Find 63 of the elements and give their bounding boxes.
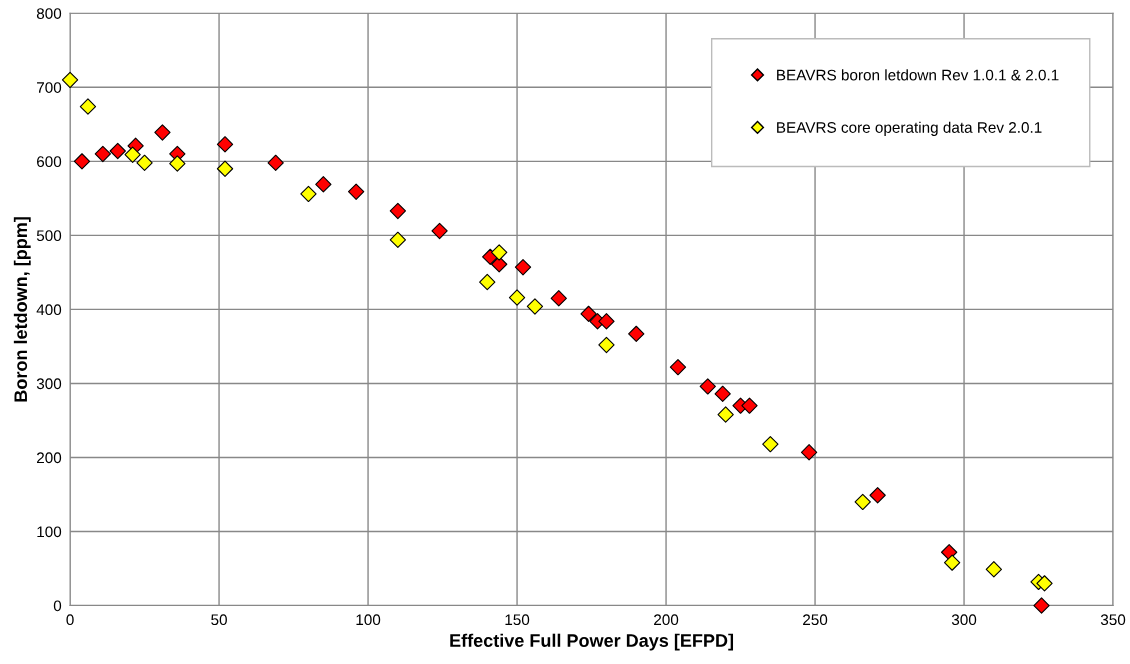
point <box>1033 597 1050 614</box>
point <box>717 406 734 423</box>
point <box>699 378 716 395</box>
point <box>136 154 153 171</box>
point <box>479 273 496 291</box>
x-tick-label: 200 <box>654 614 679 626</box>
x-tick-label: 250 <box>803 614 828 626</box>
point <box>714 385 731 402</box>
y-tick-label: 300 <box>36 378 62 390</box>
point <box>491 256 508 273</box>
point <box>431 222 448 240</box>
y-tick-label: 400 <box>36 304 62 316</box>
point <box>169 155 186 172</box>
legend-label: BEAVRS boron letdown Rev 1.0.1 & 2.0.1 <box>777 69 1059 81</box>
x-tick-label: 0 <box>66 614 74 626</box>
point <box>526 298 544 315</box>
point <box>550 290 567 307</box>
point <box>943 554 961 571</box>
x-tick-label: 300 <box>951 614 977 626</box>
point <box>1036 575 1053 592</box>
point <box>267 154 284 171</box>
point <box>389 231 407 248</box>
x-tick-label: 150 <box>505 614 530 626</box>
point <box>94 145 112 163</box>
point <box>869 487 886 504</box>
point <box>762 436 779 453</box>
x-tick-label: 350 <box>1100 614 1126 626</box>
x-axis-title: Effective Full Power Days [EFPD] <box>450 633 734 651</box>
y-tick-label: 600 <box>37 156 62 168</box>
point <box>389 202 407 220</box>
point <box>73 153 91 170</box>
point <box>79 98 97 115</box>
point <box>669 359 687 376</box>
point <box>300 185 317 203</box>
point <box>216 136 234 153</box>
y-tick-label: 0 <box>53 600 62 612</box>
y-tick-label: 800 <box>36 8 62 19</box>
y-tick-label: 100 <box>37 526 62 538</box>
y-axis-title: Boron letdown, [ppm] <box>13 217 31 402</box>
point <box>109 142 126 160</box>
point <box>491 244 508 261</box>
x-tick-label: 50 <box>211 614 227 626</box>
point <box>347 183 365 200</box>
point <box>61 71 79 89</box>
point <box>216 160 234 177</box>
point <box>854 493 871 511</box>
point <box>154 124 171 141</box>
y-tick-label: 700 <box>37 82 62 93</box>
point <box>315 176 332 193</box>
y-tick-label: 500 <box>36 230 62 242</box>
point <box>580 305 597 323</box>
point <box>514 259 532 276</box>
point <box>598 313 615 330</box>
point <box>124 146 141 163</box>
point <box>741 397 758 414</box>
x-tick-label: 100 <box>356 614 381 626</box>
legend-label: BEAVRS core operating data Rev 2.0.1 <box>777 121 1042 136</box>
point <box>598 336 615 354</box>
point <box>800 444 818 461</box>
point <box>508 289 526 306</box>
point <box>985 561 1003 578</box>
point <box>628 325 645 343</box>
y-tick-label: 200 <box>37 452 62 464</box>
